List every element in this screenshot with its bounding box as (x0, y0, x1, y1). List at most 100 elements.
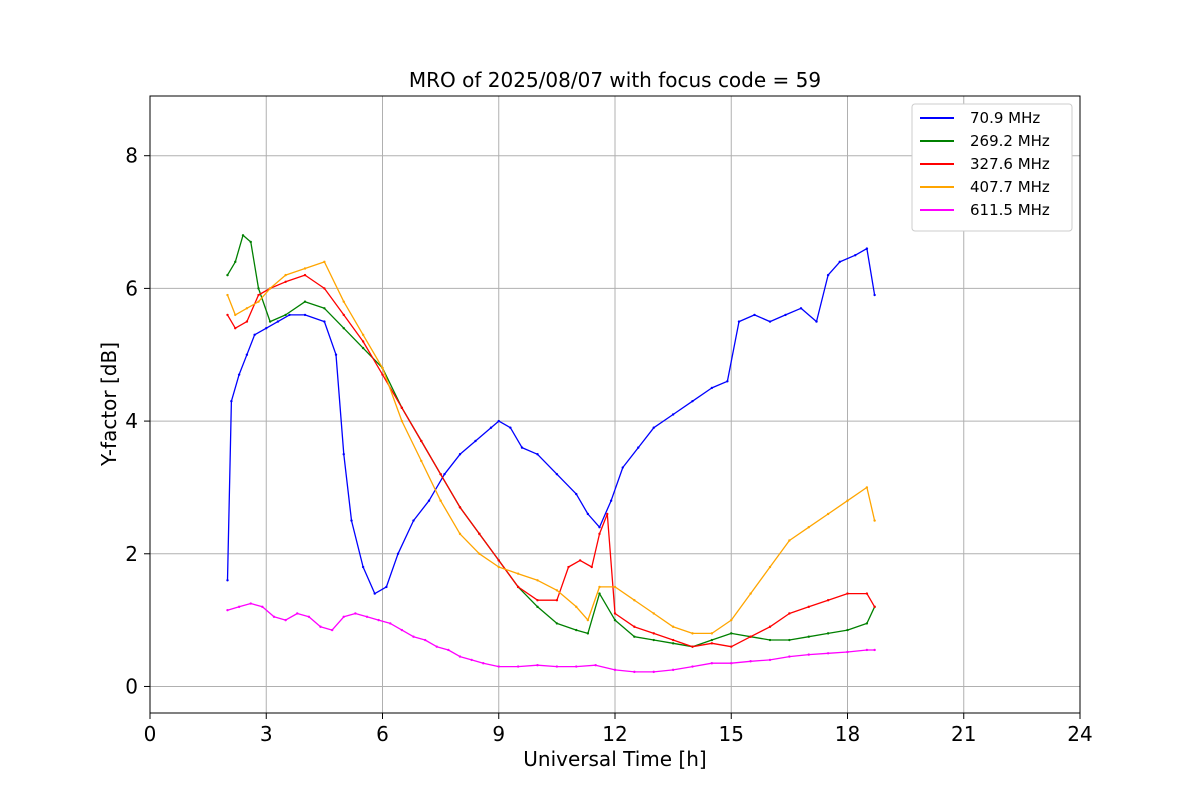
data-point (737, 320, 741, 323)
data-point (710, 642, 714, 645)
series-lines (226, 234, 876, 674)
data-point (768, 625, 772, 628)
data-point (598, 585, 601, 589)
data-point (788, 655, 791, 658)
data-point (303, 273, 307, 277)
data-point (652, 426, 655, 429)
x-tick-label: 6 (376, 722, 389, 746)
x-tick-label: 9 (492, 722, 505, 746)
data-point (598, 532, 601, 536)
data-point (726, 380, 729, 383)
data-point (520, 446, 524, 449)
data-point (730, 618, 733, 622)
data-point (389, 622, 392, 625)
data-point (234, 313, 237, 317)
x-tick-label: 21 (951, 722, 976, 746)
data-point (710, 632, 714, 635)
data-point (447, 648, 450, 652)
y-tick-label: 8 (125, 144, 138, 168)
data-point (420, 439, 423, 443)
data-point (768, 320, 772, 323)
data-point (284, 273, 287, 277)
data-point (478, 532, 481, 536)
data-point (613, 618, 617, 622)
data-point (226, 313, 229, 317)
data-point (873, 605, 876, 609)
data-point (226, 273, 229, 277)
data-point (671, 668, 675, 672)
data-point (826, 632, 830, 635)
data-point (361, 346, 365, 350)
data-point (439, 499, 442, 502)
legend-box (911, 103, 1073, 232)
legend-label: 611.5 MHz (970, 201, 1050, 219)
data-point (342, 300, 345, 303)
data-point (245, 307, 249, 310)
data-point (497, 565, 500, 569)
data-point (730, 662, 733, 665)
data-point (307, 615, 311, 619)
data-point (575, 492, 578, 496)
x-tick-label: 18 (835, 722, 860, 746)
data-point (671, 413, 675, 416)
data-point (412, 519, 415, 522)
data-point (420, 459, 423, 463)
data-point (691, 632, 694, 635)
data-point (865, 247, 869, 250)
y-axis-label: Y-factor [dB] (97, 342, 121, 467)
data-point (458, 506, 462, 509)
data-point (710, 386, 714, 390)
data-point (846, 499, 849, 502)
data-point (637, 446, 640, 449)
data-point (276, 320, 280, 323)
data-point (319, 625, 322, 628)
data-point (284, 618, 287, 622)
data-point (342, 327, 345, 330)
data-point (361, 333, 365, 337)
data-point (257, 293, 260, 297)
data-point (497, 419, 500, 423)
data-point (671, 625, 675, 628)
series-line-4 (227, 602, 875, 673)
data-point (226, 579, 229, 582)
data-point (586, 632, 590, 635)
x-tick-label: 24 (1067, 722, 1092, 746)
legend-label: 269.2 MHz (970, 132, 1050, 150)
data-point (598, 526, 601, 529)
data-point (400, 406, 404, 410)
data-point (578, 559, 582, 562)
data-point (846, 628, 849, 632)
data-point (865, 622, 869, 625)
data-point (710, 638, 714, 642)
data-point (381, 373, 384, 376)
data-point (633, 635, 636, 638)
data-point (749, 635, 752, 638)
data-point (435, 645, 438, 648)
series-line-3 (226, 261, 876, 635)
data-point (361, 340, 365, 343)
data-point (323, 307, 326, 310)
x-tick-label: 12 (602, 722, 627, 746)
data-point (652, 632, 655, 635)
data-point (873, 648, 876, 652)
data-point (268, 320, 272, 323)
data-point (594, 664, 597, 667)
data-point (865, 592, 869, 595)
data-point (439, 472, 442, 476)
data-point (342, 453, 345, 456)
data-point (373, 592, 376, 595)
data-point (354, 612, 357, 615)
series-line-0 (226, 247, 876, 595)
data-point (633, 670, 636, 674)
data-point (323, 287, 326, 290)
data-point (826, 599, 830, 602)
y-tick-label: 2 (125, 542, 138, 566)
data-point (474, 439, 477, 443)
data-point (230, 399, 233, 403)
data-point (613, 612, 617, 615)
data-point (303, 267, 307, 270)
data-point (257, 300, 260, 303)
data-point (381, 366, 384, 370)
data-point (749, 660, 752, 663)
data-point (555, 472, 559, 476)
